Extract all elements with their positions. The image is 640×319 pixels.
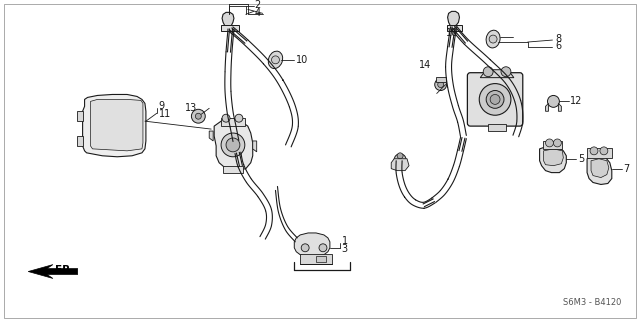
- Polygon shape: [543, 141, 563, 149]
- Polygon shape: [77, 111, 83, 121]
- Polygon shape: [488, 124, 506, 131]
- Circle shape: [483, 67, 493, 77]
- Polygon shape: [545, 103, 548, 111]
- Text: 2: 2: [255, 0, 261, 11]
- Circle shape: [394, 154, 406, 166]
- Circle shape: [600, 147, 608, 155]
- Text: 8: 8: [556, 34, 561, 44]
- Polygon shape: [480, 70, 514, 78]
- Polygon shape: [28, 264, 77, 278]
- Text: 9: 9: [159, 101, 165, 111]
- Text: 7: 7: [623, 164, 630, 174]
- Bar: [300, 254, 332, 263]
- Circle shape: [545, 139, 554, 147]
- Circle shape: [235, 114, 243, 122]
- Bar: [447, 25, 463, 31]
- Polygon shape: [294, 233, 330, 257]
- Circle shape: [547, 95, 559, 107]
- Bar: [221, 118, 245, 126]
- Circle shape: [590, 147, 598, 155]
- Text: FR.: FR.: [55, 264, 74, 275]
- Polygon shape: [222, 12, 234, 26]
- Text: 13: 13: [184, 103, 196, 113]
- Polygon shape: [591, 159, 609, 178]
- Polygon shape: [543, 149, 563, 166]
- Polygon shape: [77, 136, 83, 146]
- Polygon shape: [447, 11, 460, 26]
- Bar: [221, 25, 239, 31]
- Circle shape: [221, 133, 245, 157]
- Circle shape: [319, 244, 327, 252]
- Bar: [316, 256, 326, 262]
- Polygon shape: [558, 103, 561, 111]
- Circle shape: [271, 56, 280, 64]
- Text: 11: 11: [159, 109, 171, 119]
- Text: 1: 1: [342, 236, 348, 246]
- Polygon shape: [83, 94, 146, 157]
- Circle shape: [490, 94, 500, 104]
- Circle shape: [489, 35, 497, 43]
- Text: 4: 4: [255, 8, 261, 19]
- FancyBboxPatch shape: [467, 73, 523, 126]
- Circle shape: [435, 79, 447, 91]
- Polygon shape: [587, 156, 612, 184]
- Circle shape: [479, 84, 511, 115]
- Text: 14: 14: [419, 60, 431, 70]
- Polygon shape: [253, 141, 257, 152]
- Text: 10: 10: [446, 28, 458, 38]
- Ellipse shape: [486, 30, 500, 48]
- Circle shape: [486, 91, 504, 108]
- Circle shape: [438, 82, 444, 87]
- Polygon shape: [540, 146, 566, 173]
- Polygon shape: [587, 148, 612, 158]
- Bar: [223, 166, 243, 173]
- Circle shape: [501, 67, 511, 77]
- Polygon shape: [391, 159, 409, 171]
- Circle shape: [301, 244, 309, 252]
- Bar: [436, 77, 445, 82]
- Circle shape: [397, 153, 403, 159]
- Text: 12: 12: [570, 96, 582, 106]
- Circle shape: [195, 113, 202, 119]
- Circle shape: [191, 109, 205, 123]
- Polygon shape: [209, 131, 213, 141]
- Text: 3: 3: [342, 244, 348, 254]
- Polygon shape: [90, 100, 143, 151]
- Polygon shape: [214, 119, 253, 171]
- Text: 10: 10: [296, 55, 308, 65]
- Circle shape: [554, 139, 561, 147]
- Circle shape: [226, 138, 240, 152]
- Circle shape: [222, 114, 230, 122]
- Ellipse shape: [268, 51, 283, 69]
- Text: 5: 5: [578, 154, 584, 164]
- Text: S6M3 - B4120: S6M3 - B4120: [563, 298, 621, 307]
- Text: 6: 6: [556, 41, 561, 51]
